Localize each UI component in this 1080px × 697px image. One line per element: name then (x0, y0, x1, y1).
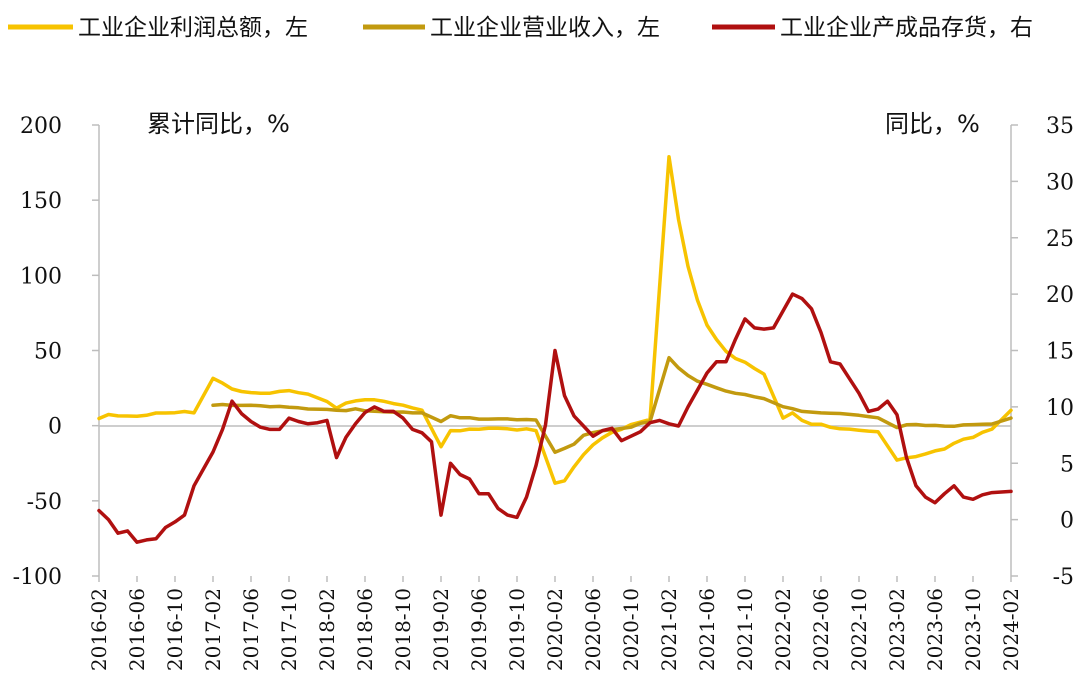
y-left-tick-label: -100 (13, 565, 62, 590)
y-right-axis-title: 同比，% (885, 110, 980, 138)
x-tick-label: 2017-06 (239, 588, 263, 671)
y-right-tick-label: 20 (1046, 283, 1074, 308)
x-tick-label: 2020-06 (581, 588, 605, 671)
y-right-ticks: 35 30 25 20 15 10 5 0 -5 (1011, 114, 1074, 590)
y-left-tick-label: 100 (20, 264, 62, 289)
x-tick-label: 2024-02 (999, 588, 1023, 671)
x-tick-label: 2022-10 (847, 588, 871, 671)
y-left-axis-title: 累计同比，% (147, 110, 290, 138)
y-right-tick-label: 15 (1046, 340, 1074, 365)
x-tick-label: 2020-10 (619, 588, 643, 671)
series-line-profit (97, 154, 1013, 485)
x-tick-label: 2023-10 (961, 588, 985, 671)
x-tick-label: 2022-06 (809, 588, 833, 671)
x-tick-label: 2020-02 (543, 588, 567, 671)
y-right-tick-label: 35 (1046, 114, 1074, 139)
x-tick-label: 2018-10 (391, 588, 415, 671)
x-tick-label: 2018-06 (353, 588, 377, 671)
x-tick-label: 2019-10 (505, 588, 529, 671)
y-right-tick-label: 10 (1046, 396, 1074, 421)
y-left-tick-label: 50 (34, 340, 62, 365)
y-left-tick-label: 150 (20, 189, 62, 214)
x-tick-label: 2016-10 (163, 588, 187, 671)
series-line-inventory (97, 292, 1013, 544)
x-tick-label: 2019-06 (467, 588, 491, 671)
y-right-tick-label: -5 (1053, 565, 1074, 590)
x-tick-label: 2021-06 (695, 588, 719, 671)
x-tick-label: 2016-06 (125, 588, 149, 671)
legend: 工业企业利润总额，左 工业企业营业收入，左 工业企业产成品存货，右 (8, 15, 1033, 41)
y-right-tick-label: 5 (1060, 452, 1074, 477)
y-left-tick-label: 0 (48, 415, 62, 440)
y-right-tick-label: 0 (1060, 509, 1074, 534)
x-tick-label: 2017-10 (277, 588, 301, 671)
y-right-tick-label: 25 (1046, 227, 1074, 252)
legend-label-profit: 工业企业利润总额，左 (78, 15, 308, 41)
x-tick-label: 2016-02 (87, 588, 111, 671)
x-tick-label: 2023-06 (923, 588, 947, 671)
x-tick-label: 2021-02 (657, 588, 681, 671)
y-left-tick-label: 200 (20, 114, 62, 139)
x-tick-label: 2018-02 (315, 588, 339, 671)
y-left-ticks: 200 150 100 50 0 -50 -100 (13, 114, 99, 590)
series-group (97, 154, 1013, 544)
y-right-tick-label: 30 (1046, 170, 1074, 195)
x-tick-label: 2022-02 (771, 588, 795, 671)
legend-label-inventory: 工业企业产成品存货，右 (780, 15, 1033, 41)
x-ticks: 2016-02 2016-06 2016-10 2017-02 2017-06 2017-… (87, 576, 1023, 671)
x-tick-label: 2023-02 (885, 588, 909, 671)
x-tick-label: 2021-10 (733, 588, 757, 671)
x-tick-label: 2019-02 (429, 588, 453, 671)
x-tick-label: 2017-02 (201, 588, 225, 671)
legend-label-revenue: 工业企业营业收入，左 (430, 15, 660, 41)
y-left-tick-label: -50 (27, 490, 62, 515)
